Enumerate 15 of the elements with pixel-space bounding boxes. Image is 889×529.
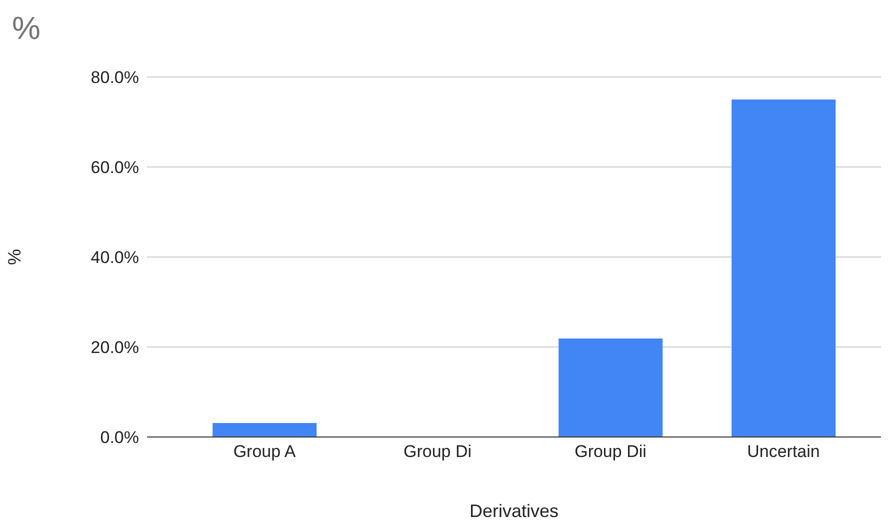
x-tick-label: Uncertain xyxy=(747,442,820,462)
y-tick-label: 60.0% xyxy=(90,158,139,178)
bar xyxy=(558,338,663,437)
x-tick-label: Group A xyxy=(233,442,296,462)
x-tick-label: Group Di xyxy=(403,442,472,462)
y-tick-label: 80.0% xyxy=(90,68,139,88)
x-axis-title: Derivatives xyxy=(469,501,559,521)
chart-title: % xyxy=(12,10,40,47)
y-axis-title: % xyxy=(4,248,24,266)
bar xyxy=(732,100,836,437)
x-tick-label: Group Dii xyxy=(574,442,646,462)
y-tick-label: 40.0% xyxy=(90,248,139,268)
y-tick-label: 0.0% xyxy=(100,428,139,448)
y-tick-label: 20.0% xyxy=(90,338,139,358)
bar xyxy=(212,423,317,437)
